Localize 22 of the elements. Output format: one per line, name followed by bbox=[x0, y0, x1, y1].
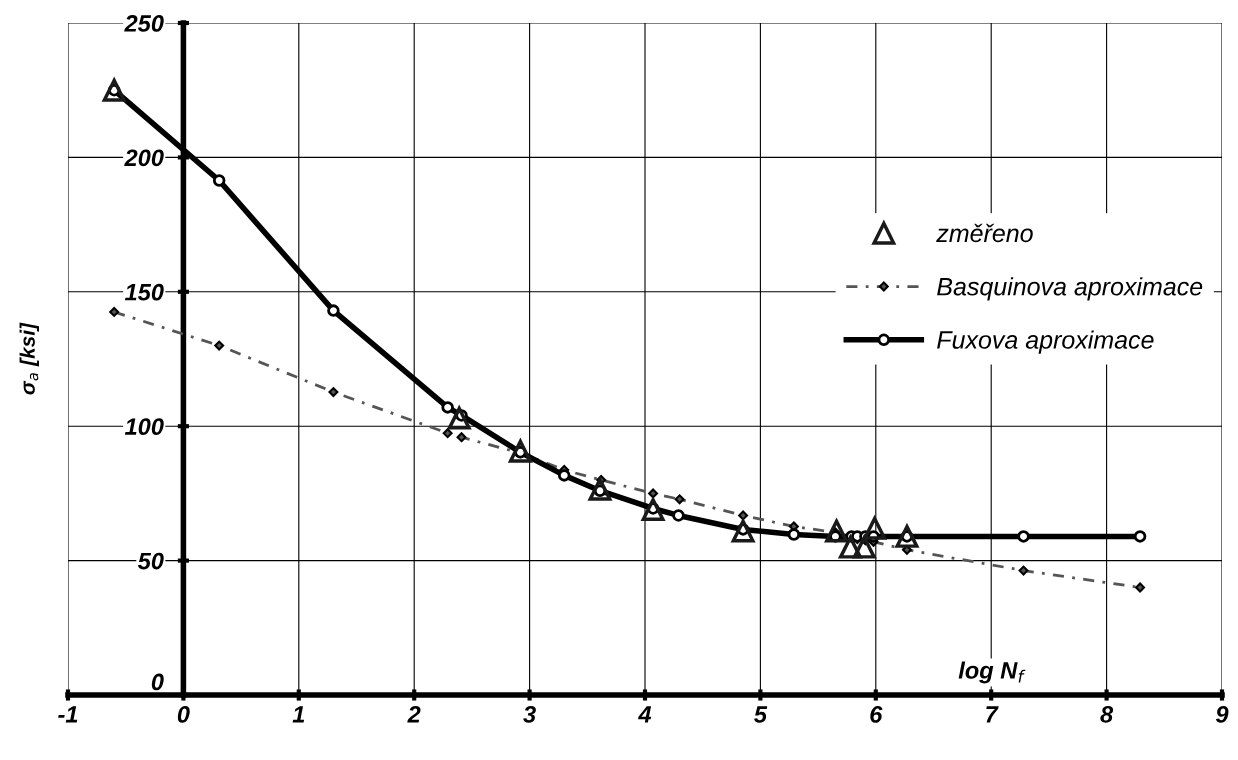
y-tick-label: 100 bbox=[124, 418, 164, 435]
x-tick-label: 8 bbox=[1100, 706, 1114, 723]
y-tick-label: 250 bbox=[124, 15, 164, 32]
x-tick-label: 0 bbox=[177, 706, 190, 723]
y-tick-label: 150 bbox=[124, 283, 164, 301]
x-tick-label: -1 bbox=[58, 706, 78, 723]
y-tick-label: 0 bbox=[151, 673, 164, 691]
legend-label: Basquinova aproximace bbox=[937, 277, 1203, 301]
x-tick-label: 4 bbox=[638, 706, 652, 723]
x-tick-label: 3 bbox=[523, 706, 536, 723]
x-tick-label: 7 bbox=[986, 706, 999, 723]
x-axis-title: log N$_{f}$ bbox=[958, 661, 1026, 684]
y-axis-title: σ$_{a}$ [ksi] bbox=[19, 322, 39, 395]
y-tick-label: 50 bbox=[137, 552, 164, 570]
x-tick-label: 5 bbox=[754, 706, 768, 723]
legend-label: Fuxova aproximace bbox=[937, 330, 1154, 354]
x-tick-label: 1 bbox=[292, 706, 305, 723]
y-tick-label: 200 bbox=[124, 149, 164, 167]
x-tick-label: 2 bbox=[407, 706, 421, 723]
legend-label: změřeno bbox=[936, 223, 1033, 243]
x-tick-label: 9 bbox=[1215, 706, 1229, 723]
x-tick-label: 6 bbox=[870, 706, 883, 723]
